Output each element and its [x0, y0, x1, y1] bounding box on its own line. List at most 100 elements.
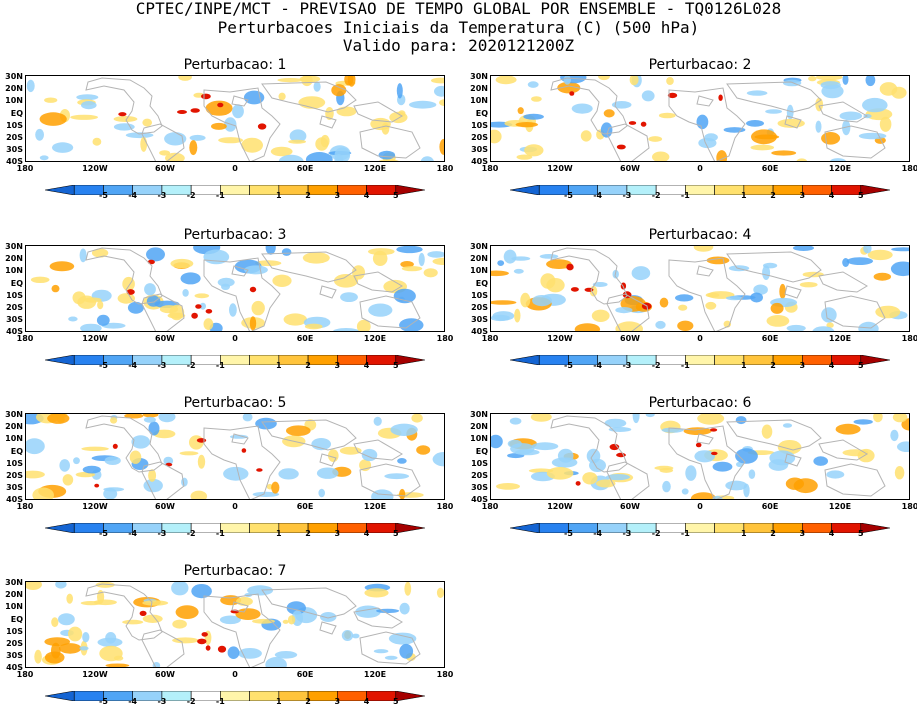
perturbation-blob-3-65 [546, 278, 565, 293]
colorbar-label: 1 [276, 191, 282, 200]
continent-outline-5 [824, 463, 886, 497]
perturbation-blob-4-45 [179, 451, 199, 456]
perturbation-blob-0-33 [211, 122, 227, 130]
perturbation-blob-0-47 [92, 137, 102, 146]
perturbation-blob-5-22 [892, 414, 908, 423]
perturbation-blob-2-12 [194, 293, 210, 299]
perturbation-blob-0-68 [378, 150, 396, 160]
perturbation-blob-2-17 [221, 283, 230, 290]
lon-label: 120E [828, 334, 852, 343]
colorbar: -5 -4 -3 -2 -1 1 2 3 4 5 [44, 686, 426, 710]
lat-label: 20N [5, 422, 23, 431]
perturbation-blob-2-49 [265, 246, 276, 255]
perturbation-blob-2-26 [146, 247, 165, 262]
perturbation-blob-3-64 [812, 326, 835, 331]
continent-outline-7 [319, 621, 337, 635]
perturbation-blob-2-6 [368, 303, 393, 317]
colorbar-label: -4 [128, 529, 138, 538]
perturbation-blob-2-48 [159, 305, 179, 314]
perturbation-blob-1-1 [611, 101, 632, 109]
perturbation-blob-2-69 [401, 266, 423, 272]
perturbation-blob-1-43 [517, 107, 524, 115]
lat-label: EQ [475, 279, 488, 288]
perturbation-blob-0-17 [178, 76, 192, 81]
continent-outline-7 [784, 115, 802, 129]
colorbar-label: -4 [128, 697, 138, 706]
colorbar-label: 1 [276, 697, 282, 706]
header-line-3: Valido para: 2020121200Z [342, 36, 575, 55]
perturbation-blob-1-54 [704, 133, 718, 142]
lat-label: EQ [10, 447, 23, 456]
perturbation-blob-4-25 [148, 421, 160, 436]
continent-outline-0 [85, 415, 163, 473]
colorbar-arrow-left [509, 354, 540, 366]
perturbation-blob-5-1 [894, 466, 905, 480]
lon-label: 180 [901, 164, 917, 173]
panel-title: Perturbacao: 7 [183, 563, 287, 579]
perturbation-blob-3-62 [802, 271, 824, 278]
lon-label: 120W [547, 502, 573, 511]
colorbar-label: -2 [651, 191, 661, 200]
continent-outline-6 [696, 433, 714, 445]
perturbation-blob-5-54 [743, 483, 750, 498]
perturbation-blob-6-16 [82, 632, 90, 643]
perturbation-hotspot-1-4 [628, 121, 637, 125]
lat-label: 20N [5, 590, 23, 599]
panel-title: Perturbacao: 2 [648, 57, 752, 73]
perturbation-blob-0-56 [301, 76, 313, 87]
perturbation-blob-6-39 [399, 602, 410, 615]
lat-label: 20N [470, 422, 488, 431]
continent-outline-5 [359, 631, 421, 665]
lat-label: 30N [5, 410, 23, 419]
continent-outline-4 [818, 101, 868, 123]
perturbation-blob-4-41 [399, 488, 406, 499]
perturbation-blob-3-44 [891, 247, 909, 252]
colorbar-arrow-left [44, 184, 75, 196]
perturbation-blob-1-67 [820, 81, 841, 90]
perturbation-blob-5-45 [582, 472, 598, 485]
perturbation-blob-6-35 [274, 651, 298, 659]
continent-outline-2 [668, 87, 746, 161]
lon-label: 120W [547, 164, 573, 173]
colorbar-label: -5 [99, 529, 108, 538]
perturbation-blob-6-28 [66, 593, 73, 604]
perturbation-hotspot-4-0 [256, 468, 263, 472]
perturbation-blob-3-55 [591, 309, 610, 322]
perturbation-blob-3-5 [890, 261, 909, 277]
perturbation-blob-6-55 [287, 615, 296, 625]
colorbar-label: 5 [392, 361, 399, 370]
temperature-map [25, 245, 445, 332]
continent-outline-5 [359, 125, 421, 159]
perturbation-blob-2-67 [251, 300, 265, 316]
perturbation-blob-2-3 [79, 248, 87, 263]
perturbation-blob-6-43 [122, 619, 144, 625]
lat-label: 30N [5, 242, 23, 251]
perturbation-blob-2-61 [117, 293, 135, 304]
colorbar-arrow-left [509, 184, 540, 196]
perturbation-blob-3-49 [863, 246, 872, 254]
colorbar-label: -4 [593, 361, 603, 370]
colorbar-label: -1 [215, 191, 225, 200]
perturbation-blob-6-2 [44, 637, 70, 647]
perturbation-blob-6-6 [247, 585, 274, 596]
perturbation-blob-1-11 [658, 112, 676, 119]
continent-outline-7 [784, 453, 802, 467]
lon-label: 180 [901, 334, 917, 343]
perturbation-blob-6-26 [235, 608, 261, 620]
perturbation-blob-4-42 [390, 423, 418, 436]
perturbation-hotspot-4-5 [196, 438, 207, 443]
colorbar-label: 2 [770, 529, 776, 538]
perturbation-blob-3-59 [846, 257, 873, 265]
lat-label: 10N [470, 96, 488, 105]
perturbation-blob-4-59 [110, 417, 118, 424]
perturbation-blob-6-38 [238, 648, 262, 659]
perturbation-blob-0-38 [289, 129, 307, 143]
continent-outline-1 [606, 293, 650, 331]
colorbar-label: -2 [651, 361, 661, 370]
perturbation-blob-4-23 [223, 466, 249, 481]
perturbation-hotspot-5-3 [711, 451, 718, 456]
colorbar-label: -4 [128, 361, 138, 370]
lat-label: 30N [470, 72, 488, 81]
perturbation-blob-2-68 [30, 276, 50, 283]
colorbar-label: 3 [334, 697, 341, 706]
